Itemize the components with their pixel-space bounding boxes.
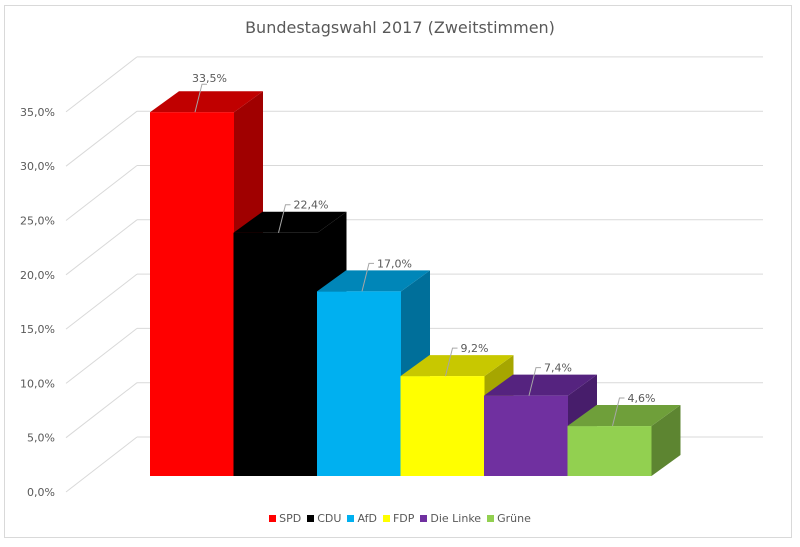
data-label-leader	[528, 367, 541, 396]
y-tick-label: 30,0%	[20, 160, 55, 173]
data-label: 4,6%	[628, 392, 656, 405]
y-tick-label: 25,0%	[20, 215, 55, 228]
gridline-diagonal	[65, 219, 138, 276]
legend-item: CDU	[307, 512, 341, 525]
y-tick-label: 35,0%	[20, 106, 55, 119]
legend-item: Grüne	[487, 512, 531, 525]
gridline-diagonal	[65, 110, 138, 167]
legend-label: CDU	[317, 512, 342, 525]
gridline-diagonal	[65, 273, 138, 330]
bar-top-afd	[317, 270, 430, 292]
y-tick-label: 10,0%	[20, 377, 55, 390]
gridline-diagonal	[65, 382, 138, 439]
data-label: 33,5%	[192, 72, 227, 85]
y-tick-label: 15,0%	[20, 323, 55, 336]
legend-item: SPD	[269, 512, 301, 525]
y-tick-label: 5,0%	[27, 432, 55, 445]
legend-swatch	[420, 514, 428, 522]
gridline-diagonal	[65, 436, 138, 493]
data-label: 22,4%	[294, 199, 329, 212]
bar-top-fdp	[400, 355, 514, 377]
legend-swatch	[269, 514, 277, 522]
legend-item: AfD	[347, 512, 377, 525]
bar-top-grüne	[567, 405, 681, 427]
bar-cdu	[233, 232, 318, 476]
chart-legend: SPD CDU AfD FDP Die Linke Grüne	[0, 512, 800, 525]
data-label-leader	[278, 204, 291, 233]
legend-label: AfD	[357, 512, 377, 525]
data-label-leader	[612, 397, 625, 427]
gridline-diagonal	[65, 328, 138, 384]
bar-top-cdu	[233, 211, 347, 233]
gridline-diagonal	[65, 165, 138, 221]
legend-label: SPD	[279, 512, 302, 525]
data-label-leader	[194, 83, 207, 113]
bar-afd	[317, 291, 401, 476]
legend-label: Grüne	[497, 512, 531, 525]
bar-grüne	[567, 426, 652, 476]
data-label: 7,4%	[544, 362, 572, 375]
legend-item: Die Linke	[420, 512, 481, 525]
legend-swatch	[347, 514, 355, 522]
legend-label: Die Linke	[430, 512, 482, 525]
bar-fdp	[400, 376, 485, 476]
data-label: 17,0%	[377, 257, 412, 270]
y-tick-label: 20,0%	[20, 269, 55, 282]
chart-title: Bundestagswahl 2017 (Zweitstimmen)	[245, 18, 555, 37]
bar-top-spd	[150, 91, 263, 113]
bar-top-die-linke	[484, 374, 597, 396]
legend-item: FDP	[382, 512, 415, 525]
legend-swatch	[487, 514, 495, 522]
data-label-leader	[445, 347, 458, 377]
data-label-leader	[361, 262, 374, 292]
y-tick-label: 0,0%	[27, 486, 55, 499]
bar-spd	[150, 112, 234, 476]
data-label: 9,2%	[461, 342, 489, 355]
legend-swatch	[382, 514, 390, 522]
gridline-diagonal	[65, 56, 138, 113]
bar-die-linke	[484, 395, 568, 476]
legend-swatch	[307, 514, 315, 522]
legend-label: FDP	[392, 512, 415, 525]
bar-side-grüne	[651, 405, 681, 476]
